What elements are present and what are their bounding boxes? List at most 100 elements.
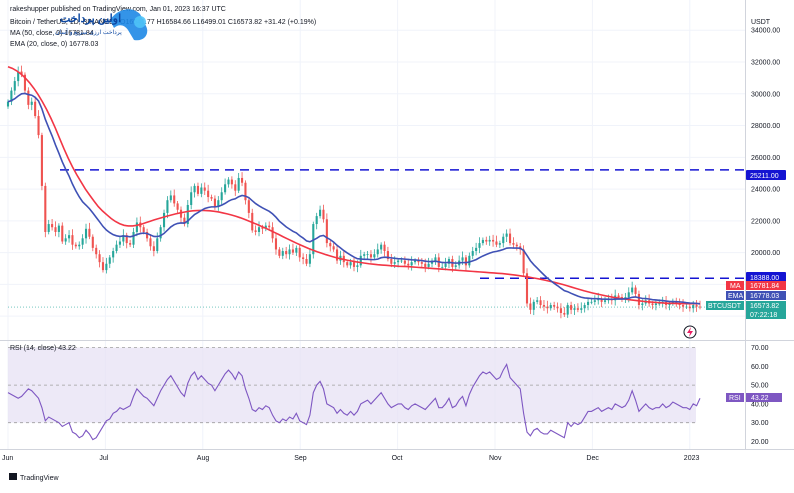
candle-body — [346, 262, 349, 266]
candle-body — [74, 244, 77, 247]
symbol-tag: BTCUSDT — [708, 303, 742, 310]
watermark-dot-icon — [134, 16, 146, 28]
tradingview-brand[interactable]: TradingView — [9, 473, 59, 482]
candle-body — [322, 209, 325, 220]
candle-body — [603, 300, 607, 302]
candle-body — [285, 251, 288, 255]
candle-body — [349, 262, 352, 266]
ma-tag-label-bg — [726, 281, 744, 290]
time-tick-label: Nov — [489, 455, 502, 462]
candle-body — [196, 185, 200, 194]
price-tick-label: 28000.00 — [751, 123, 780, 130]
watermark-subtitle: پرداخت ارزی سریع و آسان — [55, 28, 122, 36]
candle-body — [152, 246, 155, 252]
candle-body — [241, 177, 244, 183]
price-tick-label: 22000.00 — [751, 218, 780, 225]
candle-body — [125, 235, 128, 244]
candle-body — [210, 197, 213, 199]
candle-body — [471, 251, 474, 256]
candle-body — [30, 101, 33, 105]
candle-body — [271, 227, 274, 239]
candle-body — [505, 233, 508, 237]
ema-legend[interactable]: EMA (20, close, 0) 16778.03 — [10, 41, 98, 48]
candle-body — [264, 225, 267, 229]
symbol-line[interactable]: Bitcoin / TetherUS, 1D, BINANCE — [10, 19, 114, 26]
price-tag-value: 16573.82 — [750, 303, 779, 310]
candle-body — [685, 306, 688, 308]
candle-body — [217, 200, 220, 207]
candle-body — [10, 90, 13, 102]
candle-body — [352, 262, 356, 267]
candle-body — [115, 244, 118, 252]
candle-body — [380, 244, 383, 250]
candle-body — [373, 254, 376, 258]
candle-body — [441, 266, 444, 268]
ma-tag: MA 16781.84 — [726, 281, 786, 290]
candle-body — [6, 101, 10, 107]
time-axis-ticks: Jun Jul Aug Sep Oct Nov Dec 2023 — [2, 455, 699, 462]
candle-body — [546, 306, 549, 309]
candle-body — [295, 247, 298, 253]
price-axis-unit: USDT — [751, 19, 771, 26]
candle-body — [227, 179, 230, 185]
candle-body — [617, 295, 620, 298]
candle-body — [220, 192, 223, 201]
candle-body — [420, 262, 423, 264]
rsi-tick-label: 40.00 — [751, 401, 769, 408]
candle-body — [224, 184, 227, 193]
candle-body — [51, 224, 54, 228]
rsi-tick-label: 60.00 — [751, 364, 769, 371]
candle-body — [288, 249, 291, 255]
candle-body — [424, 263, 427, 267]
lightning-icon-bolt — [687, 327, 693, 337]
rsi-tick-label: 30.00 — [751, 420, 769, 427]
candle-body — [64, 238, 67, 242]
candle-body — [631, 287, 634, 293]
candle-body — [468, 255, 471, 266]
ema-tag: EMA 16778.03 — [726, 291, 786, 300]
candle-body — [112, 251, 115, 258]
candle-body — [329, 243, 332, 247]
candle-body — [624, 297, 627, 299]
ma-tag-value: 16781.84 — [750, 283, 779, 290]
candle-body — [159, 227, 162, 239]
resistance-top-tag-bg — [746, 170, 786, 180]
candle-body — [525, 273, 529, 304]
countdown: 07:22:18 — [750, 312, 777, 319]
rsi-legend[interactable]: RSI (14, close) 43.22 — [10, 345, 76, 352]
ma-legend[interactable]: MA (50, close, 0) 16781.84 — [10, 30, 94, 37]
candle-body — [570, 305, 573, 310]
ema-tag-label: EMA — [728, 293, 744, 300]
candle-body — [298, 247, 301, 258]
candle-body — [427, 263, 430, 267]
candle-body — [308, 254, 311, 264]
candle-body — [254, 230, 257, 232]
candle-body — [444, 263, 447, 267]
candle-body — [118, 241, 121, 245]
resistance-top-value: 25211.00 — [750, 173, 779, 180]
candle-body — [176, 203, 179, 210]
ema-tag-bg — [746, 291, 786, 300]
symbol-tag-bg — [706, 301, 744, 310]
candle-body — [495, 241, 498, 245]
candle-body — [335, 249, 339, 261]
candle-body — [169, 195, 172, 201]
candle-body — [173, 195, 176, 204]
rsi-tick-label: 50.00 — [751, 383, 769, 390]
candle-body — [315, 216, 318, 225]
candle-body — [637, 293, 640, 306]
candle-body — [186, 204, 189, 225]
candle-body — [583, 305, 586, 309]
candle-body — [414, 260, 417, 263]
candle-body — [502, 236, 505, 244]
candle-body — [549, 305, 552, 309]
lightning-icon[interactable] — [683, 325, 697, 339]
candle-body — [403, 260, 406, 264]
candle-body — [57, 225, 60, 232]
time-tick-label: Sep — [294, 455, 307, 462]
price-tag: BTCUSDT 16573.82 07:22:18 — [706, 301, 786, 319]
candle-body — [498, 243, 501, 245]
candle-body — [366, 254, 369, 256]
